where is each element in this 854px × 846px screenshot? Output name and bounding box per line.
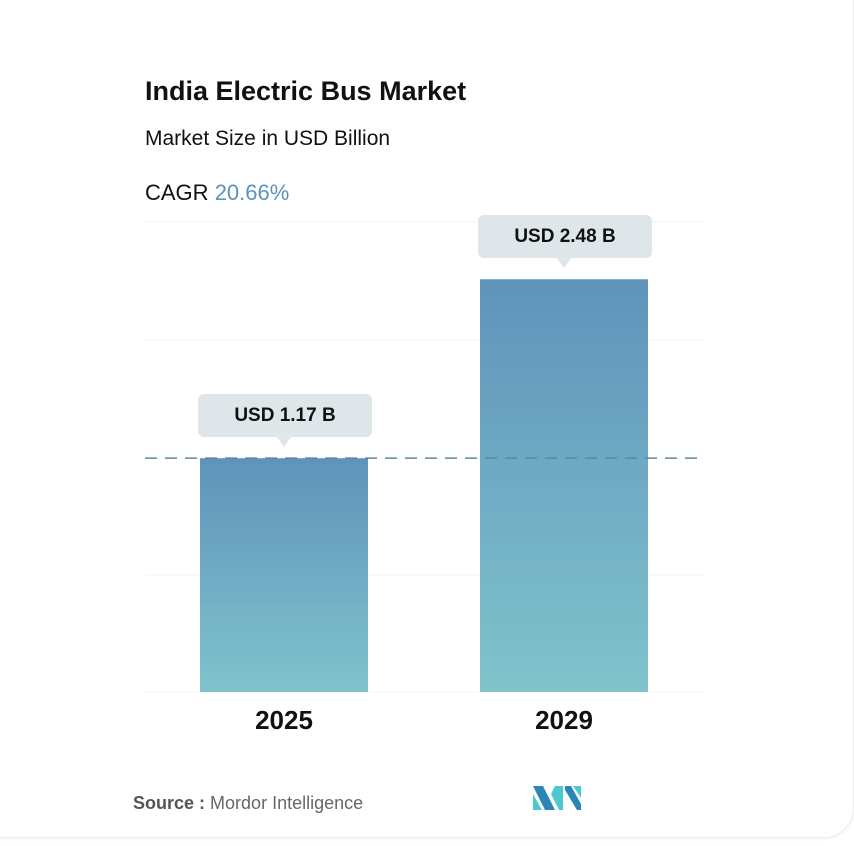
data-label-pointer bbox=[557, 258, 571, 269]
source-label: Source : bbox=[133, 793, 206, 813]
bar-2025 bbox=[200, 458, 368, 692]
source: Source : Mordor Intelligence bbox=[133, 793, 363, 814]
source-value: Mordor Intelligence bbox=[210, 793, 364, 813]
x-tick-label: 2025 bbox=[255, 705, 313, 735]
chart-title: India Electric Bus Market bbox=[145, 76, 467, 106]
data-label: USD 2.48 B bbox=[478, 215, 652, 259]
data-label: USD 1.17 B bbox=[198, 394, 372, 438]
data-label-pointer bbox=[277, 437, 291, 448]
cagr: CAGR 20.66% bbox=[145, 180, 289, 206]
cagr-label: CAGR bbox=[145, 180, 209, 205]
bar-2029 bbox=[480, 279, 648, 692]
cagr-value: 20.66% bbox=[214, 180, 290, 205]
mordor-logo-icon bbox=[533, 786, 581, 810]
chart-subtitle: Market Size in USD Billion bbox=[145, 127, 391, 150]
x-tick-label: 2029 bbox=[535, 705, 593, 735]
